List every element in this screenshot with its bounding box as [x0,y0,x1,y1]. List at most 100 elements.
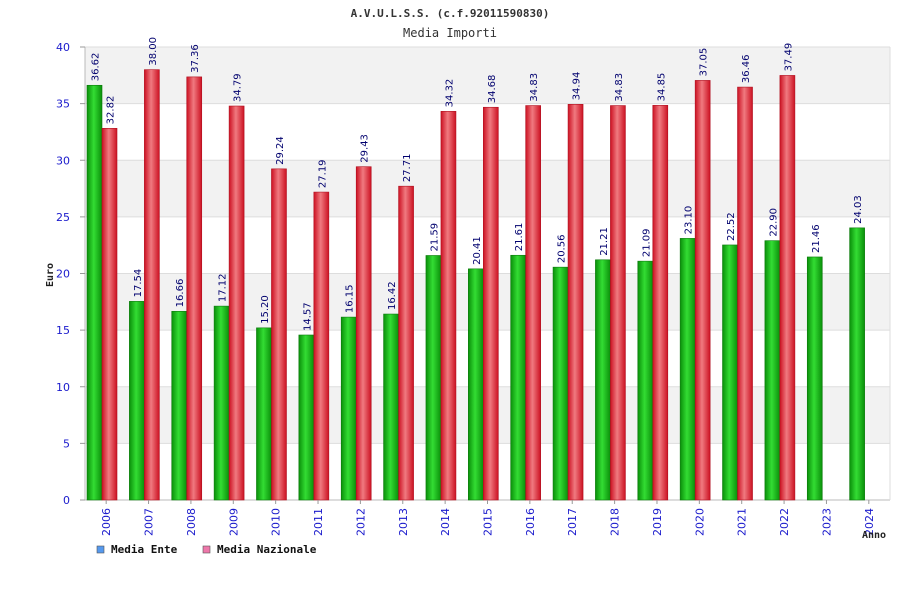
data-label: 29.43 [360,134,371,163]
bar-media-nazionale-2013 [398,185,414,501]
y-tick-label: 0 [63,494,70,507]
bar-media-ente-2019 [637,260,654,501]
bar-media-ente-2008 [171,311,188,501]
bar-media-nazionale-2018 [610,105,626,501]
x-tick-label: 2008 [185,508,198,536]
data-label: 15.20 [260,295,271,324]
legend-swatch [96,545,105,554]
bar-media-ente-2024 [849,227,865,501]
bar-media-nazionale-2007 [144,69,160,501]
bar-media-nazionale-2014 [440,111,457,501]
data-label: 34.83 [529,73,540,102]
bar-media-ente-2006 [86,84,103,501]
bar-media-ente-2015 [468,268,484,501]
bar-media-nazionale-2022 [779,75,796,501]
legend-label: Media Nazionale [217,543,317,556]
bar-media-ente-2018 [595,259,611,501]
data-label: 34.83 [614,73,625,102]
legend: Media Ente Media Nazionale [96,543,317,556]
x-tick-label: 2019 [651,508,664,536]
data-label: 34.94 [572,72,583,101]
data-label: 34.79 [233,73,244,102]
bar-media-ente-2009 [213,305,230,501]
bar-media-nazionale-2009 [228,105,245,501]
x-tick-label: 2007 [143,508,156,536]
bar-media-nazionale-2017 [567,104,584,501]
data-label: 37.49 [783,43,794,72]
x-tick-label: 2014 [439,508,452,536]
data-label: 21.09 [641,229,652,258]
y-tick-label: 35 [56,98,70,111]
y-tick-label: 15 [56,324,70,337]
data-label: 37.05 [699,48,710,77]
bar-media-ente-2011 [298,334,315,501]
bar-media-ente-2022 [764,240,781,501]
x-tick-label: 2013 [397,508,410,536]
bar-media-ente-2010 [256,327,272,501]
data-label: 17.12 [218,273,229,302]
legend-label: Media Ente [111,543,178,556]
x-tick-label: 2024 [863,508,876,536]
data-label: 21.61 [514,223,525,252]
bar-media-nazionale-2011 [313,191,330,501]
x-axis-ticks: 2006 2007 2008 2009 2010 2011 2012 2013 2014 2015… [100,500,876,536]
x-tick-label: 2022 [778,508,791,536]
data-label: 37.36 [190,44,201,73]
bar-media-nazionale-2008 [186,76,203,501]
bar-media-ente-2020 [679,238,696,501]
bar-media-nazionale-2015 [483,106,499,501]
data-label: 21.59 [429,223,440,252]
data-label: 34.32 [444,79,455,108]
bar-media-nazionale-2010 [271,168,287,501]
x-tick-label: 2020 [693,508,706,536]
data-label: 36.46 [741,54,752,83]
data-label: 32.82 [106,96,117,125]
data-labels: 36.62 32.82 17.54 38.00 16.66 37.36 17.12 34.79… [91,37,865,331]
y-tick-label: 5 [63,437,70,450]
data-label: 21.21 [599,227,610,256]
bar-media-ente-2021 [722,244,738,501]
data-label: 20.56 [557,235,568,264]
x-tick-label: 2009 [227,508,240,536]
bar-media-ente-2017 [552,266,569,501]
x-tick-label: 2010 [270,508,283,536]
bar-media-nazionale-2020 [694,80,711,501]
data-label: 21.46 [811,224,822,253]
y-tick-label: 10 [56,381,70,394]
bar-media-ente-2016 [510,254,526,501]
bar-media-nazionale-2006 [101,128,118,501]
data-label: 23.10 [684,206,695,235]
x-tick-label: 2017 [566,508,579,536]
x-tick-label: 2021 [736,508,749,536]
x-tick-label: 2012 [354,508,367,536]
bar-media-ente-2013 [383,313,399,501]
data-label: 29.24 [275,136,286,165]
bars [86,69,865,501]
x-tick-label: 2006 [100,508,113,536]
chart-subtitle: Media Importi [403,26,497,40]
plot-band [85,47,890,104]
data-label: 38.00 [148,37,159,66]
data-label: 14.57 [302,302,313,331]
x-axis-label: Anno [862,530,886,541]
data-label: 22.90 [768,208,779,237]
y-tick-label: 40 [56,41,70,54]
bar-media-nazionale-2021 [737,86,753,501]
bar-media-ente-2007 [129,301,145,501]
x-tick-label: 2011 [312,508,325,536]
x-tick-label: 2018 [609,508,622,536]
bar-media-nazionale-2019 [652,105,669,501]
x-tick-label: 2015 [482,508,495,536]
legend-swatch [202,545,211,554]
data-label: 24.03 [853,195,864,224]
data-label: 36.62 [91,53,102,82]
x-tick-label: 2016 [524,508,537,536]
data-label: 27.71 [402,154,413,183]
data-label: 22.52 [726,212,737,241]
bar-media-nazionale-2016 [525,105,541,501]
data-label: 16.15 [345,284,356,313]
bar-media-ente-2012 [340,316,357,501]
data-label: 20.41 [472,236,483,265]
bar-media-ente-2014 [425,255,442,501]
